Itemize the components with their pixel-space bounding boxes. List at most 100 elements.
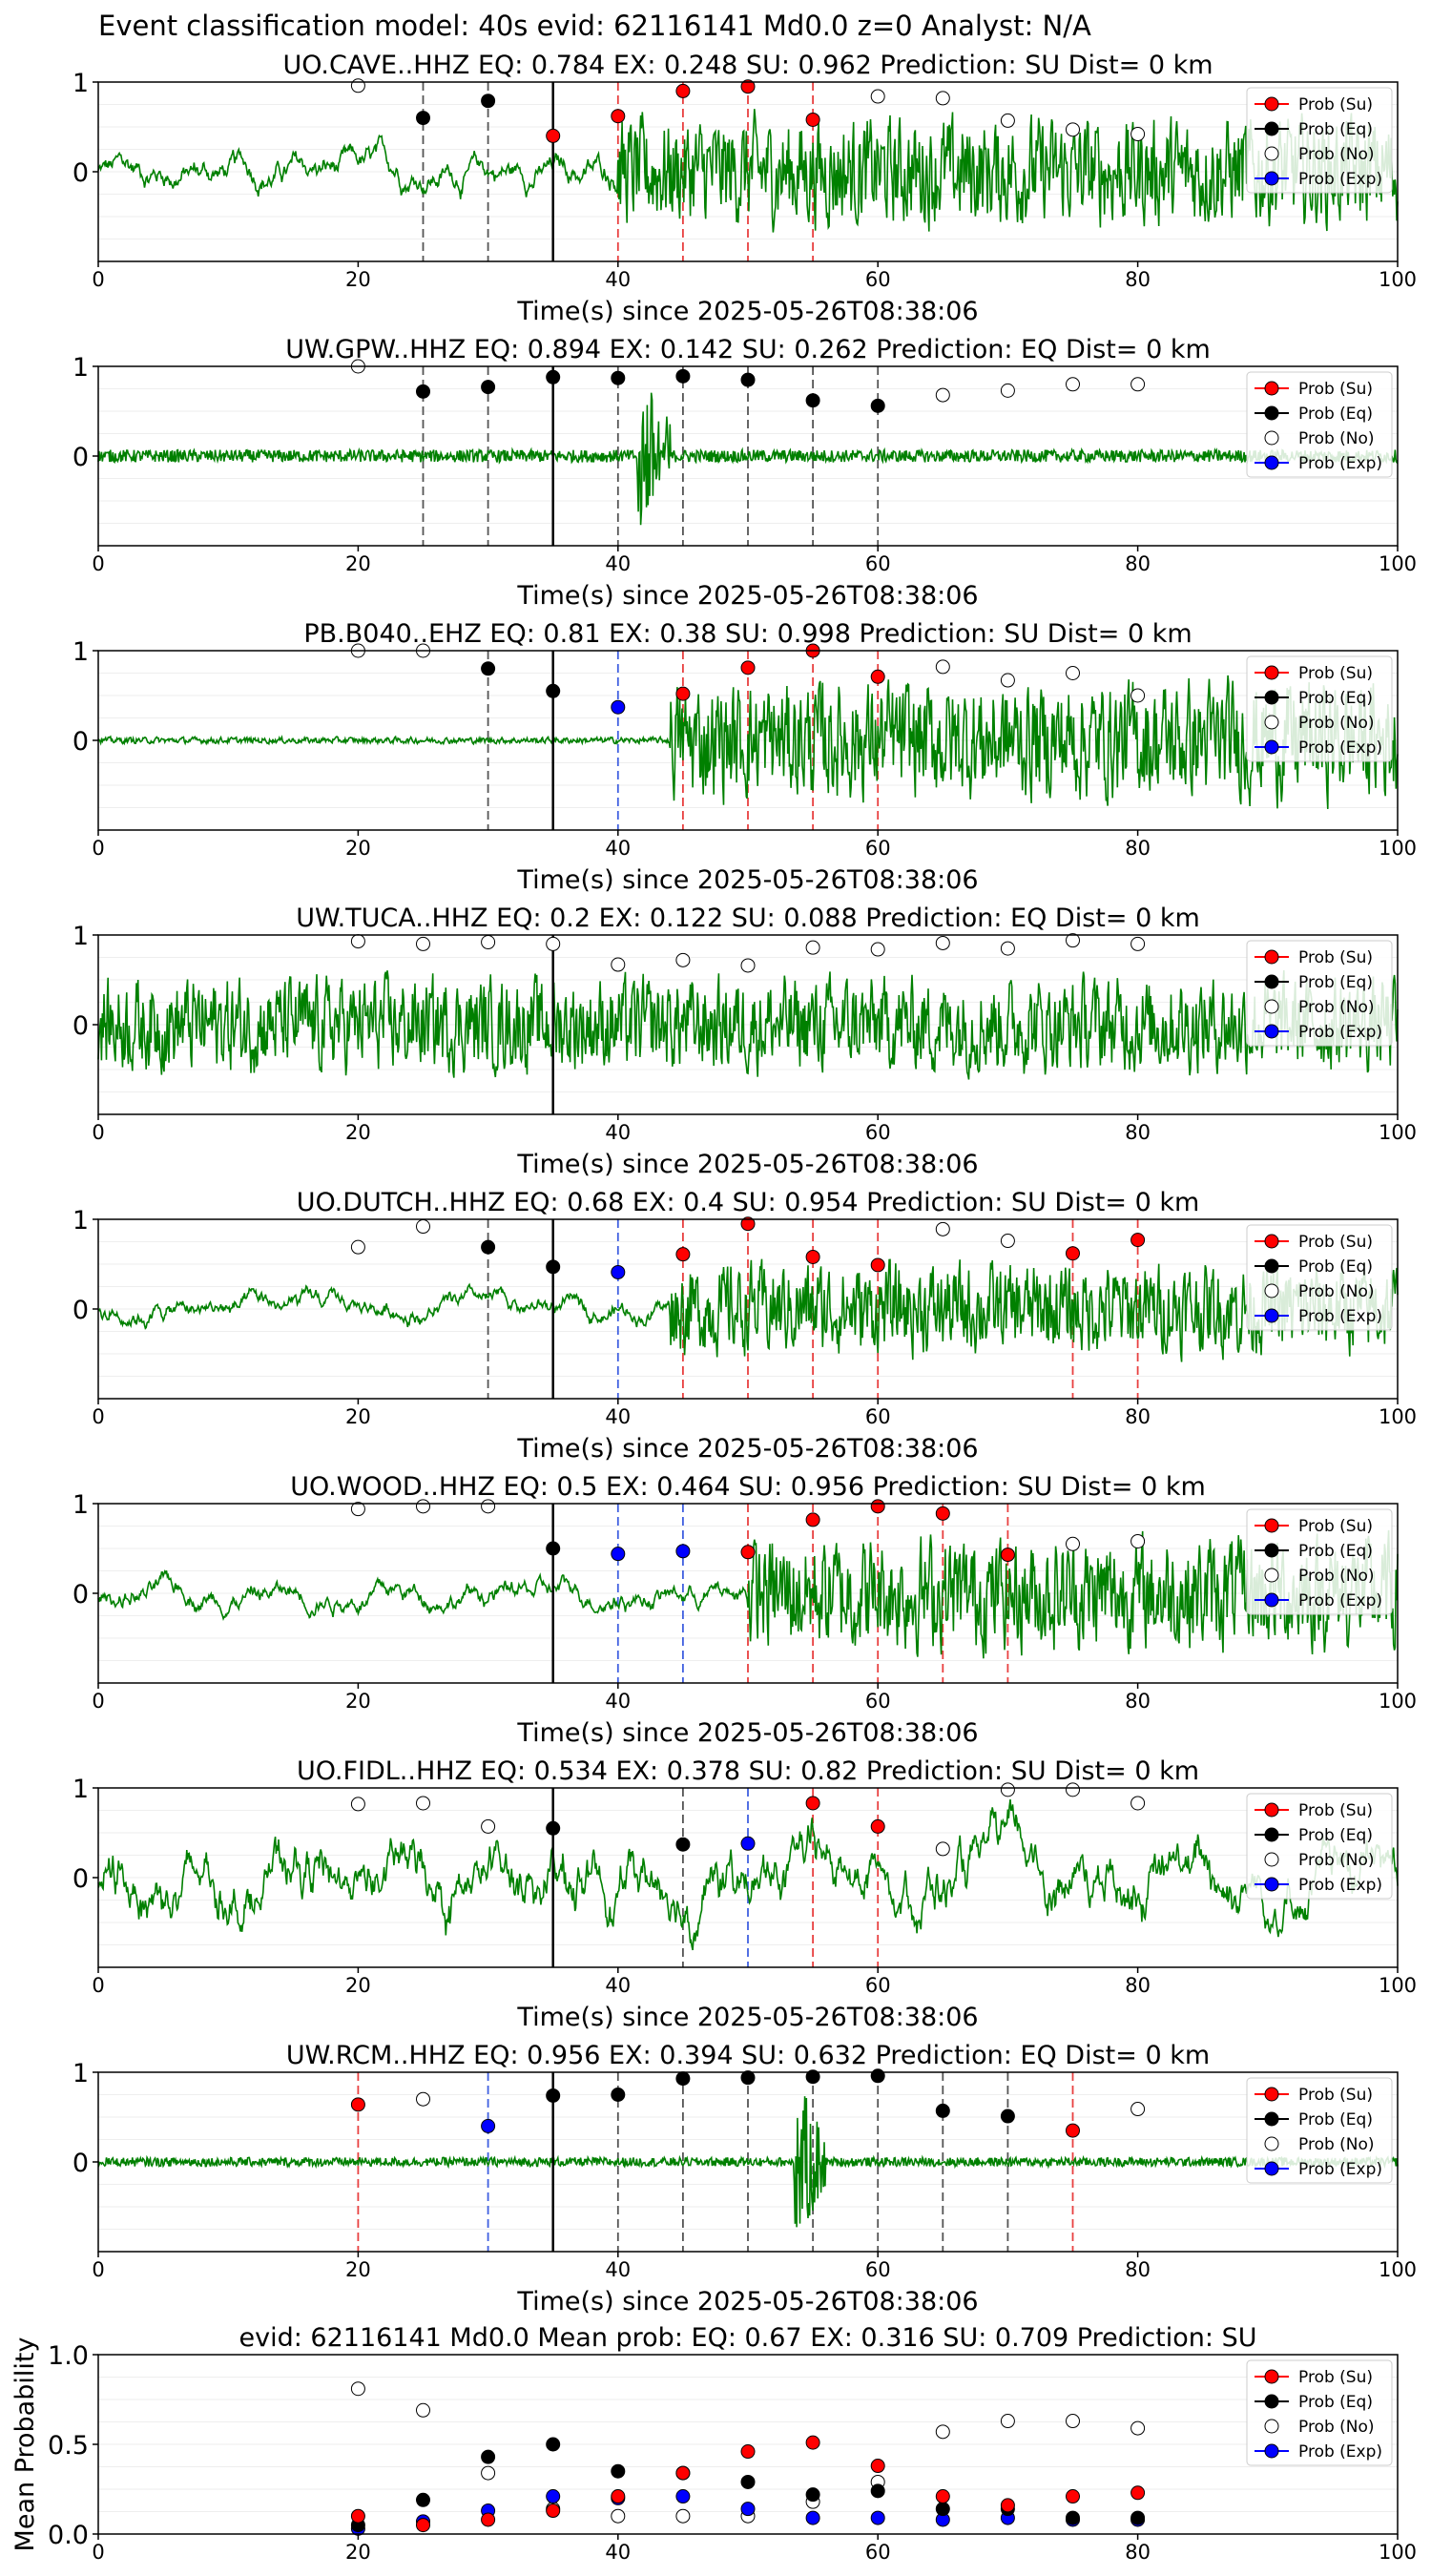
no-prob-point [1130, 377, 1146, 392]
panel-title: UO.CAVE..HHZ EQ: 0.784 EX: 0.248 SU: 0.9… [282, 51, 1213, 80]
x-tick-label: 20 [345, 837, 371, 860]
legend-marker-no [1264, 999, 1279, 1014]
x-tick-label: 100 [1379, 2541, 1417, 2564]
x-tick-label: 0 [92, 2541, 104, 2564]
no-prob-point [416, 1796, 430, 1811]
su-prob-point [740, 1545, 756, 1560]
panel-6: UO.WOOD..HHZ EQ: 0.5 EX: 0.464 SU: 0.956… [73, 1472, 1417, 1748]
legend-label: Prob (Exp) [1298, 1876, 1382, 1895]
legend-label: Prob (Eq) [1298, 120, 1373, 139]
legend-label: Prob (Su) [1298, 664, 1373, 683]
no-prob-point [1000, 113, 1015, 128]
legend-marker-no [1264, 1852, 1279, 1867]
legend-label: Prob (No) [1298, 2135, 1375, 2154]
no-prob-point [675, 2508, 691, 2524]
exp-prob-point [675, 1544, 691, 1559]
no-prob-point [935, 1841, 950, 1857]
x-tick-label: 100 [1379, 1974, 1417, 1997]
x-tick-label: 80 [1125, 1121, 1151, 1144]
panel-title: UW.RCM..HHZ EQ: 0.956 EX: 0.394 SU: 0.63… [286, 2041, 1210, 2070]
legend-marker-eq [1264, 974, 1279, 989]
waveform-trace [97, 109, 1399, 233]
x-tick-label: 60 [865, 1974, 891, 1997]
x-tick-label: 80 [1125, 268, 1151, 291]
no-prob-point [1000, 1782, 1015, 1797]
legend-box [1246, 1508, 1393, 1615]
legend-label: Prob (Su) [1298, 95, 1373, 114]
x-tick-label: 100 [1379, 552, 1417, 575]
eq-prob-point [481, 661, 496, 676]
waveform-trace [97, 392, 1399, 526]
legend-marker-exp [1264, 171, 1279, 186]
legend-label: Prob (Su) [1298, 948, 1373, 967]
no-prob-point [416, 2091, 430, 2107]
no-prob-point [740, 958, 756, 973]
x-tick-label: 80 [1125, 837, 1151, 860]
panel-5: UO.DUTCH..HHZ EQ: 0.68 EX: 0.4 SU: 0.954… [73, 1188, 1417, 1464]
no-prob-point [481, 2465, 496, 2481]
no-prob-point [1066, 1782, 1080, 1797]
legend-marker-su [1264, 1518, 1279, 1533]
no-prob-point [935, 91, 950, 106]
eq-prob-point [675, 1837, 691, 1852]
y-tick-label: 1 [73, 1206, 89, 1236]
su-prob-point [546, 2503, 561, 2519]
y-tick-label: 1 [73, 922, 89, 951]
x-tick-label: 40 [605, 268, 631, 291]
y-tick-label: 1 [73, 69, 89, 98]
legend-label: Prob (Exp) [1298, 1023, 1382, 1042]
su-prob-point [546, 128, 561, 143]
legend-marker-su [1264, 96, 1279, 112]
eq-prob-point [546, 369, 561, 384]
no-prob-point [1066, 2414, 1080, 2429]
no-prob-point [1000, 673, 1015, 688]
su-prob-point [1000, 2498, 1015, 2513]
legend-label: Prob (Su) [1298, 1801, 1373, 1820]
y-tick-label: 0 [73, 1864, 89, 1894]
panel-1: UO.CAVE..HHZ EQ: 0.784 EX: 0.248 SU: 0.9… [73, 51, 1417, 326]
x-tick-label: 0 [92, 2258, 104, 2281]
no-prob-point [416, 1219, 430, 1235]
legend-box [1246, 371, 1393, 478]
no-prob-point [1066, 122, 1080, 137]
eq-prob-point [1066, 2510, 1080, 2525]
legend-marker-su [1264, 2369, 1279, 2384]
no-prob-point [546, 936, 561, 951]
x-tick-label: 20 [345, 1121, 371, 1144]
su-prob-point [805, 1512, 820, 1527]
su-prob-point [870, 1499, 885, 1514]
x-axis-label: Time(s) since 2025-05-26T08:38:06 [516, 865, 978, 895]
no-prob-point [935, 935, 950, 950]
legend-label: Prob (Eq) [1298, 1542, 1373, 1561]
legend-marker-no [1264, 2136, 1279, 2151]
eq-prob-point [1000, 2109, 1015, 2124]
no-prob-point [350, 1239, 365, 1255]
legend-label: Prob (Eq) [1298, 405, 1373, 424]
su-prob-point [805, 2435, 820, 2450]
panel-title: UO.FIDL..HHZ EQ: 0.534 EX: 0.378 SU: 0.8… [297, 1756, 1199, 1786]
legend-label: Prob (Exp) [1298, 1591, 1382, 1610]
exp-prob-point [611, 699, 626, 715]
eq-prob-point [546, 2437, 561, 2452]
x-tick-label: 60 [865, 1690, 891, 1713]
waveform-trace [97, 1258, 1399, 1362]
no-prob-point [350, 1797, 365, 1812]
no-prob-point [935, 2424, 950, 2440]
y-axis-label: Mean Probability [10, 2337, 40, 2552]
legend-marker-eq [1264, 1543, 1279, 1558]
eq-prob-point [805, 2487, 820, 2503]
su-prob-point [870, 1818, 885, 1834]
eq-prob-point [870, 2068, 885, 2084]
no-prob-point [1130, 1796, 1146, 1811]
x-axis-label: Time(s) since 2025-05-26T08:38:06 [516, 581, 978, 611]
x-tick-label: 100 [1379, 1121, 1417, 1144]
legend-marker-exp [1264, 455, 1279, 470]
x-axis-label: Time(s) since 2025-05-26T08:38:06 [516, 1150, 978, 1179]
no-prob-point [1130, 2102, 1146, 2117]
su-prob-point [675, 83, 691, 98]
legend: Prob (Su) Prob (Eq) Prob (No) Prob (Exp) [1246, 371, 1393, 478]
x-tick-label: 80 [1125, 1690, 1151, 1713]
x-tick-label: 0 [92, 1121, 104, 1144]
eq-prob-point [481, 2449, 496, 2464]
